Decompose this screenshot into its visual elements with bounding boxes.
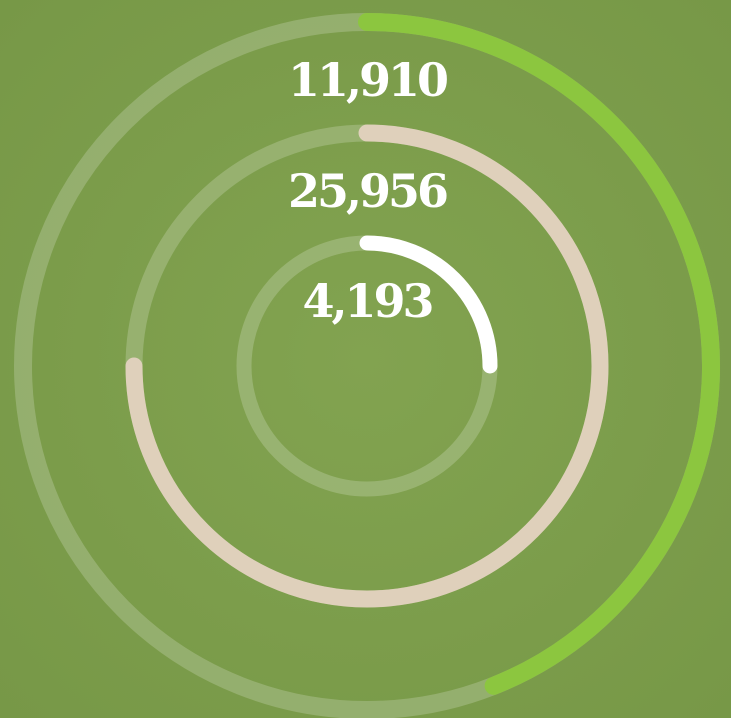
ring-value: 4,193 [302,274,432,328]
ring-value: 11,910 [288,53,447,107]
ring-value: 25,956 [288,164,447,218]
ring-arc [359,235,498,374]
ring-arc [358,13,720,695]
ring-arc [125,124,609,608]
